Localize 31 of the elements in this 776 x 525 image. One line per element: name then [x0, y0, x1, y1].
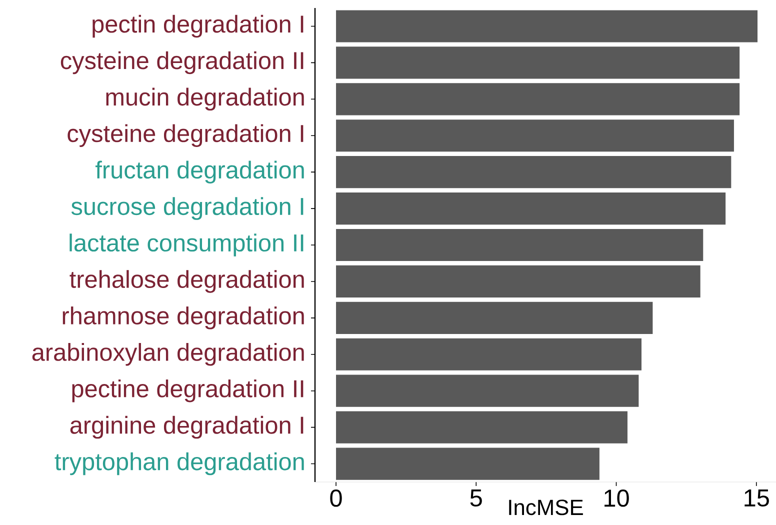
x-tick-label: 5	[470, 490, 482, 507]
y-tick-label: pectin degradation I	[92, 14, 304, 38]
y-tick-label: pectine degradation II	[72, 379, 304, 402]
bar	[336, 411, 628, 444]
y-tick-label: lactate consumption II	[70, 234, 304, 256]
bar	[336, 83, 740, 116]
y-tick-label: mucin degradation	[106, 88, 304, 111]
bar	[336, 46, 740, 79]
bar	[336, 374, 639, 407]
x-tick-label: 15	[744, 490, 769, 507]
y-tick-label: arabinoxylan degradation	[32, 343, 304, 366]
bar	[336, 156, 732, 188]
y-tick-label: arginine degradation I	[70, 416, 304, 439]
x-axis-title: IncMSE	[509, 500, 583, 516]
bar	[336, 448, 600, 480]
bar	[336, 302, 653, 334]
y-tick-label: cysteine degradation I	[68, 124, 304, 147]
bar	[336, 338, 642, 370]
y-tick-label: fructan degradation	[95, 160, 304, 184]
y-tick-label: cysteine degradation II	[60, 51, 304, 74]
bar	[336, 228, 704, 262]
y-tick-label: sucrose degradation I	[71, 197, 304, 220]
x-tick-label: 10	[604, 490, 629, 507]
y-tick-label: tryptophan degradation	[54, 452, 304, 476]
y-tick-label: rhamnose degradation	[62, 306, 304, 330]
y-tick-label: trehalose degradation	[70, 270, 304, 293]
x-tick-label: 0	[330, 490, 342, 507]
bar	[336, 265, 700, 298]
bar	[336, 120, 734, 152]
bar	[336, 10, 758, 42]
bar	[336, 192, 726, 225]
